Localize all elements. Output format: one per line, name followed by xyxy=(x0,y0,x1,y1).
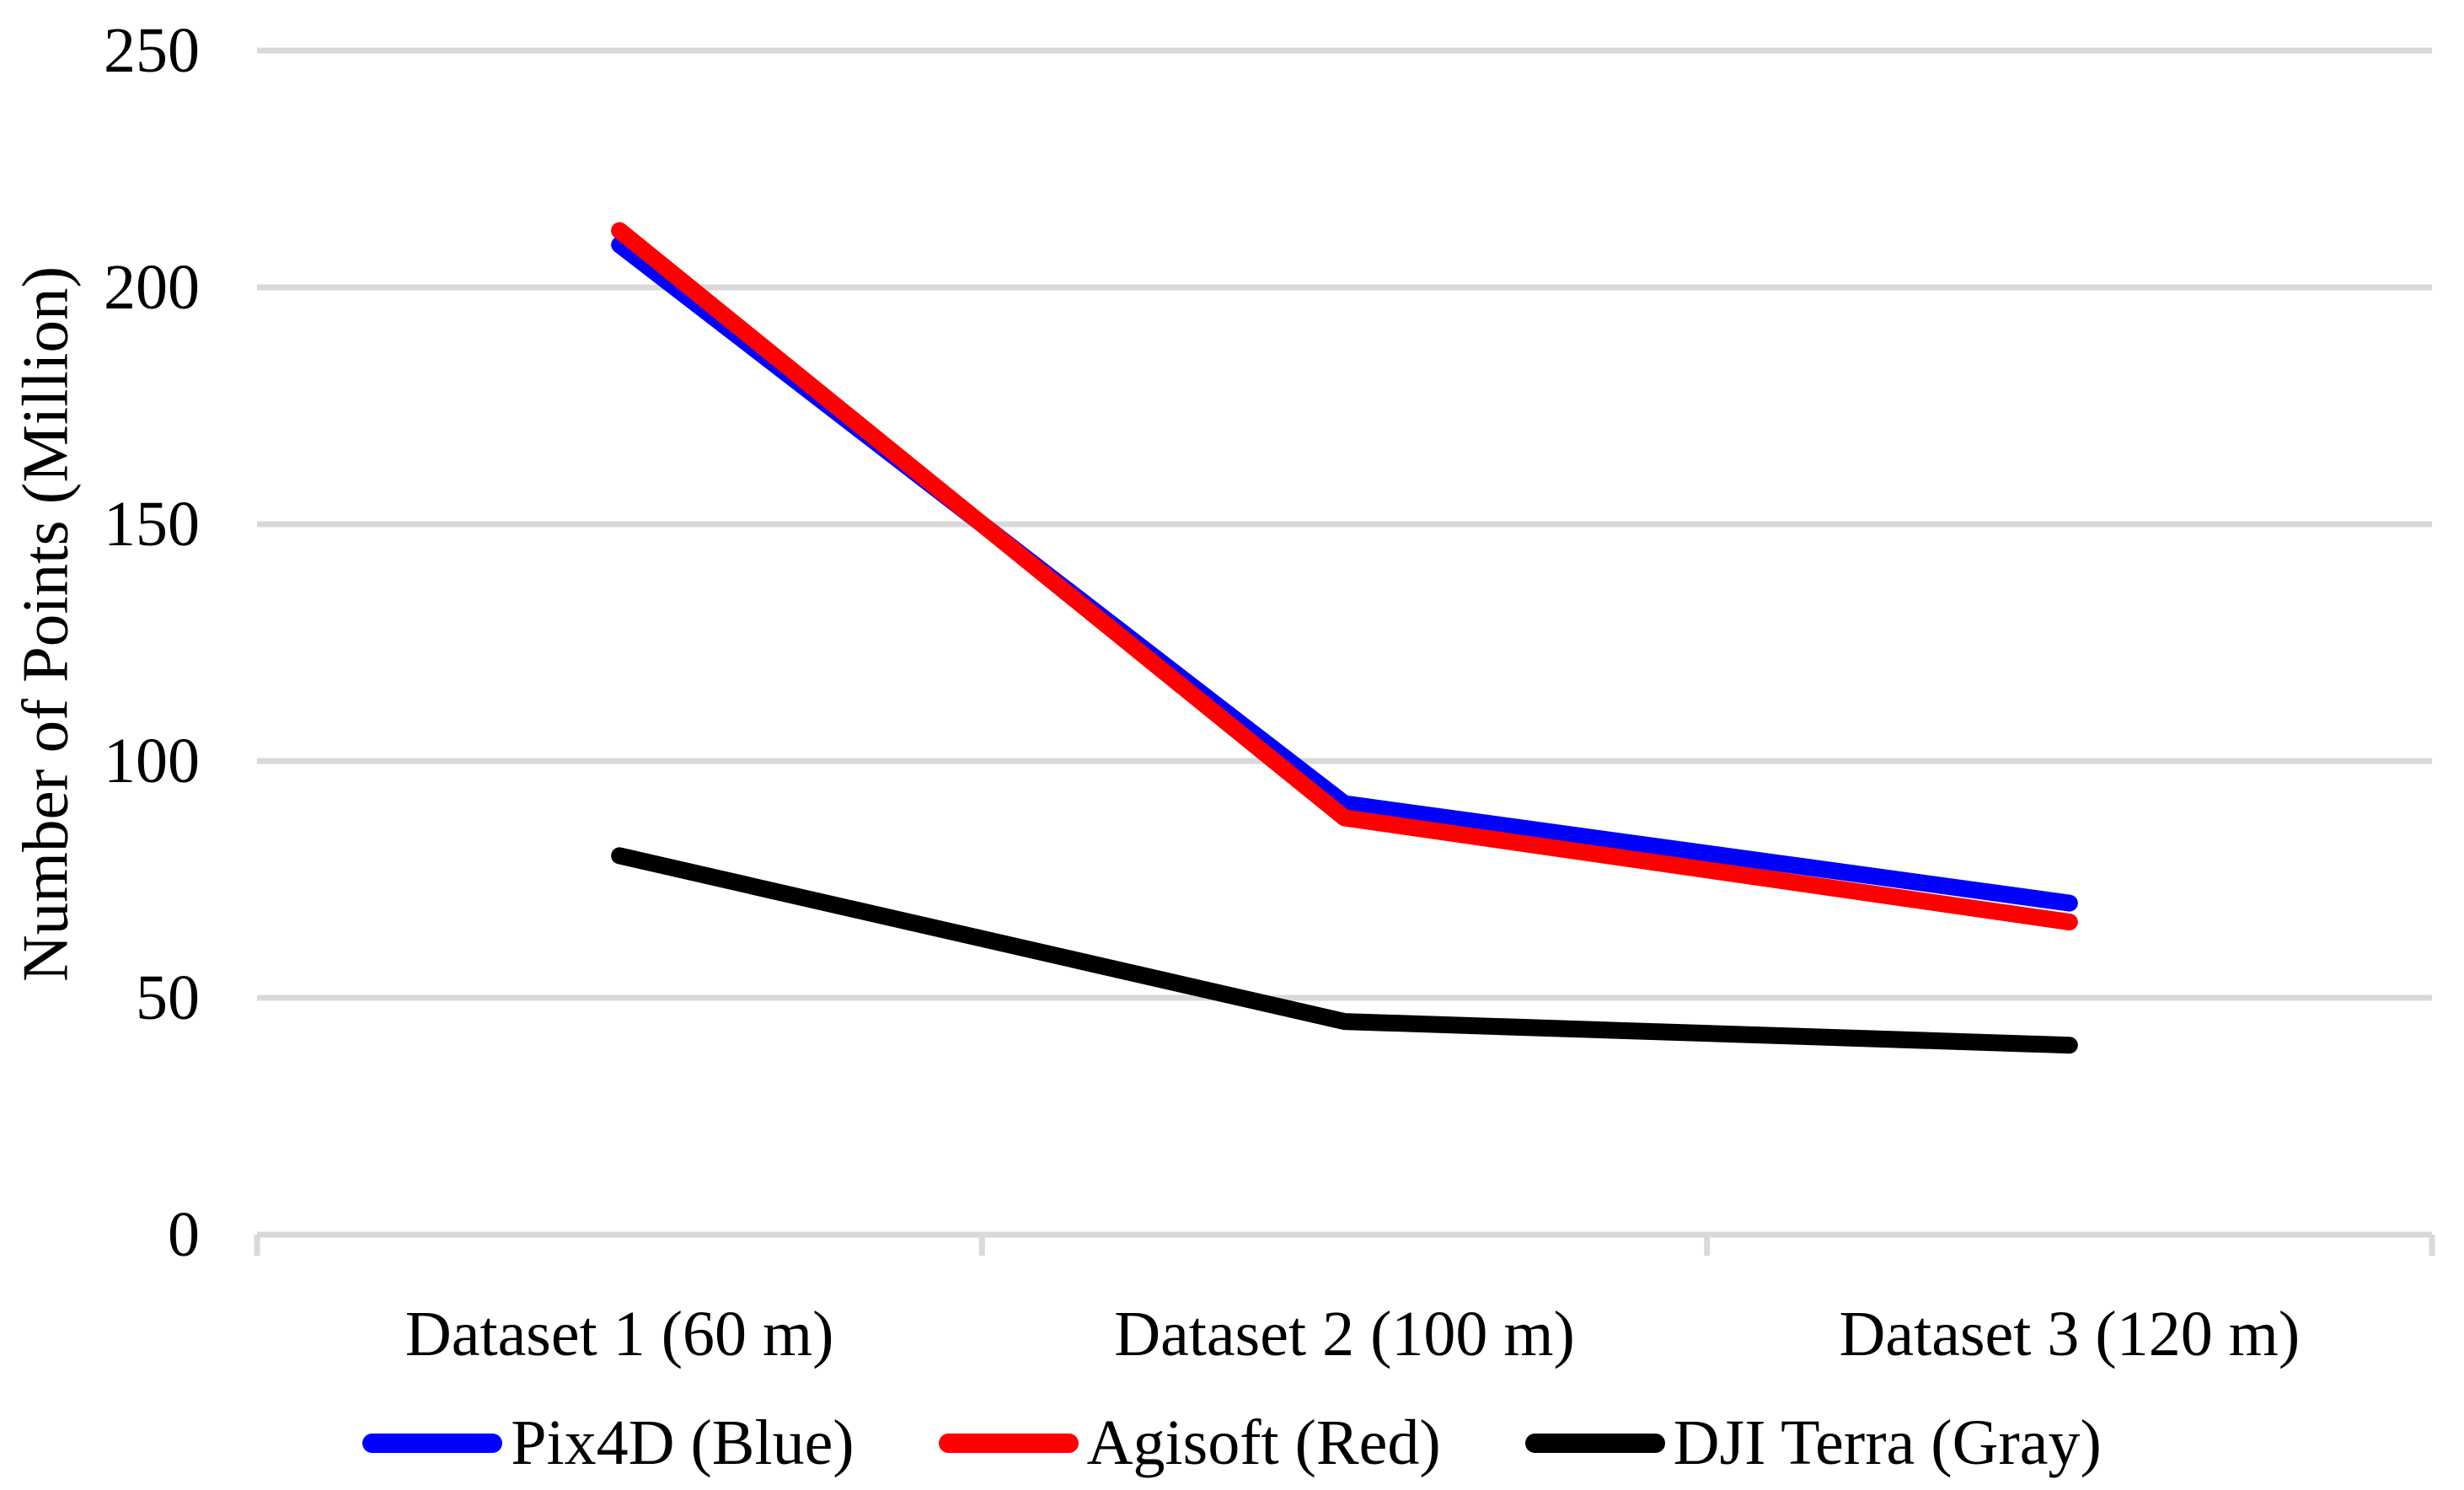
series-line-pix4d-blue- xyxy=(611,236,2078,912)
series-line-dji-terra-gray- xyxy=(611,847,2078,1054)
x-category-label-2: Dataset 2 (100 m) xyxy=(1114,1299,1575,1369)
y-tick-label-150: 150 xyxy=(104,489,200,560)
y-tick-label-200: 200 xyxy=(104,252,200,323)
series-lines xyxy=(611,222,2078,1054)
legend-item-pix4d-blue-: Pix4D (Blue) xyxy=(362,1402,854,1483)
x-axis-tick-marks xyxy=(254,1235,2435,1256)
y-axis-title: Number of Points (Million) xyxy=(8,265,82,982)
legend-swatch xyxy=(938,1433,1079,1453)
legend-swatch xyxy=(362,1433,503,1453)
legend-label: Agisoft (Red) xyxy=(1086,1407,1441,1478)
legend-item-agisoft-red-: Agisoft (Red) xyxy=(938,1402,1441,1483)
gridlines xyxy=(257,47,2432,1238)
legend-swatch xyxy=(1524,1433,1665,1453)
legend-item-dji-terra-gray-: DJI Terra (Gray) xyxy=(1524,1402,2102,1483)
x-category-label-1: Dataset 1 (60 m) xyxy=(404,1299,834,1369)
x-category-label-3: Dataset 3 (120 m) xyxy=(1839,1299,2301,1369)
legend-label: Pix4D (Blue) xyxy=(511,1407,854,1478)
y-tick-label-250: 250 xyxy=(104,15,200,86)
y-tick-label-100: 100 xyxy=(104,726,200,796)
y-tick-label-0: 0 xyxy=(168,1199,200,1270)
y-tick-label-50: 50 xyxy=(136,962,200,1033)
legend-label: DJI Terra (Gray) xyxy=(1673,1407,2102,1478)
series-line-agisoft-red- xyxy=(611,222,2078,931)
chart-legend: Pix4D (Blue) Agisoft (Red) DJI Terra (Gray… xyxy=(0,1402,2464,1483)
